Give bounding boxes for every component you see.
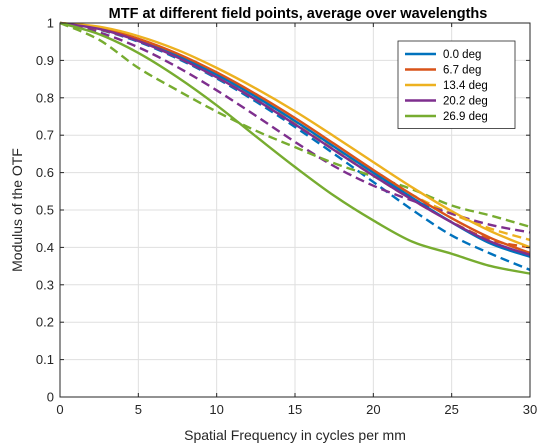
series-line-26-9-deg-solid: [59, 21, 531, 275]
x-tick-label: 25: [444, 402, 458, 417]
legend: 0.0 deg 6.7 deg 13.4 deg 20.2 deg 26.9 deg: [397, 40, 516, 129]
y-tick-label: 0.1: [36, 352, 54, 367]
series-line-20-2-deg-solid: [59, 21, 531, 257]
y-tick-label: 0.3: [36, 277, 54, 292]
legend-label: 0.0 deg: [443, 49, 481, 61]
legend-label: 26.9 deg: [443, 111, 488, 123]
x-tick-label: 30: [523, 402, 537, 417]
y-tick-label: 0.8: [36, 90, 54, 105]
chart-title: MTF at different field points, average o…: [109, 6, 488, 22]
axis-ticks: 0 5 10 15 20 25 30 0 0.1 0.2 0.3 0.4 0.5 0.6 0.7 0.8 0.9…: [36, 16, 537, 418]
y-axis-label: Modulus of the OTF: [9, 148, 25, 272]
y-tick-label: 0.7: [36, 128, 54, 143]
x-tick-label: 0: [56, 402, 63, 417]
y-tick-label: 1: [47, 16, 54, 31]
legend-label: 20.2 deg: [443, 96, 488, 108]
series-line-6-7-deg-solid: [59, 21, 531, 255]
x-tick-label: 20: [366, 402, 380, 417]
series-line-0-0-deg-dashed: [59, 21, 531, 271]
x-tick-label: 15: [288, 402, 302, 417]
y-tick-label: 0.9: [36, 53, 54, 68]
x-tick-label: 10: [209, 402, 223, 417]
series-line-13-4-deg-solid: [59, 21, 531, 249]
x-tick-label: 5: [135, 402, 142, 417]
series-lines: [59, 21, 531, 275]
legend-label: 13.4 deg: [443, 80, 488, 92]
legend-label: 6.7 deg: [443, 65, 481, 77]
y-tick-label: 0: [47, 390, 54, 405]
y-tick-label: 0.6: [36, 165, 54, 180]
y-tick-label: 0.4: [36, 240, 54, 255]
y-tick-label: 0.2: [36, 315, 54, 330]
series-line-20-2-deg-dashed: [59, 21, 531, 234]
series-line-26-9-deg-dashed: [59, 21, 531, 228]
x-axis-label: Spatial Frequency in cycles per mm: [184, 427, 406, 443]
y-tick-label: 0.5: [36, 203, 54, 218]
